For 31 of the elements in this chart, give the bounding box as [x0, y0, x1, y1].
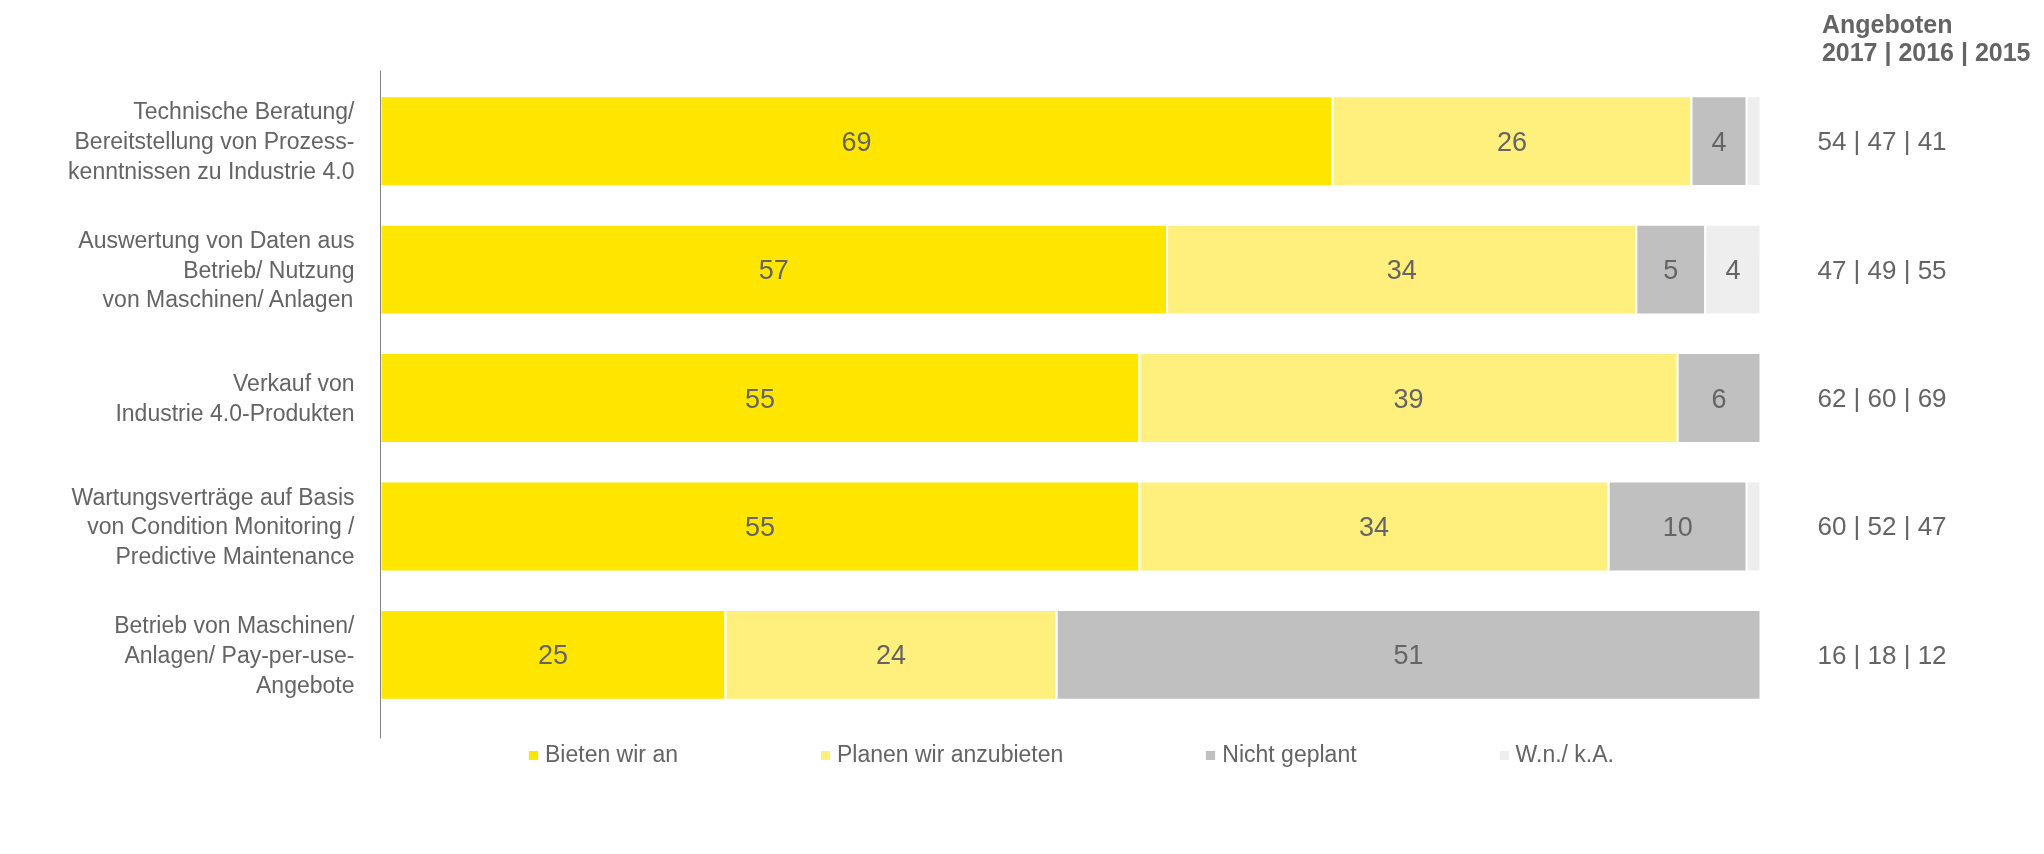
text: 47 | 49 | 55	[1817, 254, 1947, 285]
text: Angeboten 2017 | 2016 | 2015	[1821, 9, 2031, 66]
data-label: 55	[744, 383, 776, 414]
legend-label: W.n./ k.A.	[1515, 741, 1614, 768]
legend-label: Nicht geplant	[1222, 741, 1357, 768]
data-label: 26	[1497, 126, 1528, 157]
data-label: 4	[1725, 255, 1741, 286]
data-label: 4	[1711, 126, 1727, 157]
y-tick-label: Betrieb von Maschinen/ Anlagen/ Pay-per-use- Angebote	[114, 612, 356, 698]
data-label: 34	[1359, 511, 1390, 542]
text: 62 | 60 | 69	[1817, 383, 1947, 414]
legend-label: Bieten wir an	[545, 741, 678, 768]
data-label: 69	[841, 126, 872, 157]
text: 60 | 52 | 47	[1817, 511, 1947, 542]
legend-label: Planen wir anzubieten	[836, 741, 1064, 768]
data-label: 51	[1393, 640, 1424, 671]
data-label: 34	[1386, 255, 1417, 286]
data-label: 57	[758, 255, 789, 286]
data-label: 24	[876, 640, 907, 671]
text: 54 | 47 | 41	[1817, 126, 1947, 157]
data-label: 6	[1711, 383, 1727, 414]
data-label: 25	[537, 640, 569, 671]
data-label: 55	[744, 511, 776, 542]
data-label: 39	[1393, 383, 1424, 414]
y-tick-label: Wartungsverträge auf Basis von Condition Monitoring / Predictive Maintenance	[71, 483, 356, 570]
data-label: 10	[1662, 511, 1693, 542]
y-tick-label: Technische Beratung/ Bereitstellung von Prozess- kenntnissen zu Industrie 4.0	[68, 98, 356, 185]
text: 16 | 18 | 12	[1817, 639, 1947, 670]
y-tick-label: Verkauf von Industrie 4.0-Produkten	[115, 370, 355, 426]
y-tick-label: Auswertung von Daten aus Betrieb/ Nutzung von Maschinen/ Anlagen	[78, 226, 355, 313]
data-label: 5	[1663, 255, 1679, 286]
